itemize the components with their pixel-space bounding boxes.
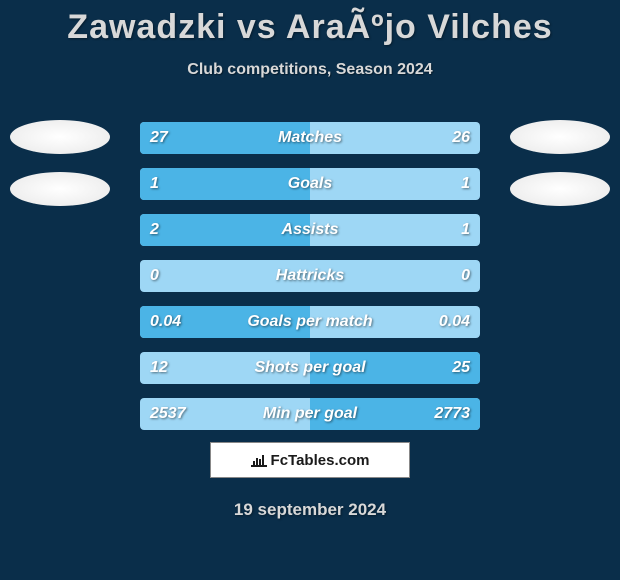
stat-value-right: 1 — [461, 175, 470, 193]
stat-label: Shots per goal — [254, 359, 365, 377]
stat-value-left: 2 — [150, 221, 159, 239]
stat-value-right: 0 — [461, 267, 470, 285]
stat-value-left: 2537 — [150, 405, 186, 423]
player-photo-right-1 — [510, 120, 610, 154]
logo-text: FcTables.com — [271, 452, 370, 469]
subtitle: Club competitions, Season 2024 — [0, 61, 620, 79]
player-photo-left-2 — [10, 172, 110, 206]
stat-row: 27 Matches 26 — [140, 122, 480, 154]
bar-fill-left — [140, 168, 310, 200]
stat-value-right: 1 — [461, 221, 470, 239]
stat-row: 2537 Min per goal 2773 — [140, 398, 480, 430]
stat-value-right: 26 — [452, 129, 470, 147]
stat-value-left: 12 — [150, 359, 168, 377]
stat-label: Min per goal — [263, 405, 357, 423]
fctables-logo: FcTables.com — [210, 442, 410, 478]
stat-label: Hattricks — [276, 267, 344, 285]
comparison-chart: 27Matches261Goals12Assists10Hattricks00.… — [140, 122, 480, 444]
stat-value-left: 0 — [150, 267, 159, 285]
stat-value-left: 27 — [150, 129, 168, 147]
stat-label: Goals per match — [247, 313, 372, 331]
chart-icon — [251, 453, 267, 467]
stat-value-right: 25 — [452, 359, 470, 377]
stat-row: 1 Goals 1 — [140, 168, 480, 200]
stat-row: 0.04 Goals per match 0.04 — [140, 306, 480, 338]
date-text: 19 september 2024 — [234, 500, 386, 520]
stat-label: Assists — [282, 221, 339, 239]
stat-row: 12 Shots per goal 25 — [140, 352, 480, 384]
stat-value-right: 0.04 — [439, 313, 470, 331]
stat-row: 0 Hattricks 0 — [140, 260, 480, 292]
stat-row: 2 Assists 1 — [140, 214, 480, 246]
player-photo-right-2 — [510, 172, 610, 206]
stat-value-right: 2773 — [434, 405, 470, 423]
stat-value-left: 0.04 — [150, 313, 181, 331]
stat-value-left: 1 — [150, 175, 159, 193]
page-title: Zawadzki vs AraÃºjo Vilches — [0, 0, 620, 47]
player-photo-left-1 — [10, 120, 110, 154]
stat-label: Matches — [278, 129, 342, 147]
stat-label: Goals — [288, 175, 332, 193]
